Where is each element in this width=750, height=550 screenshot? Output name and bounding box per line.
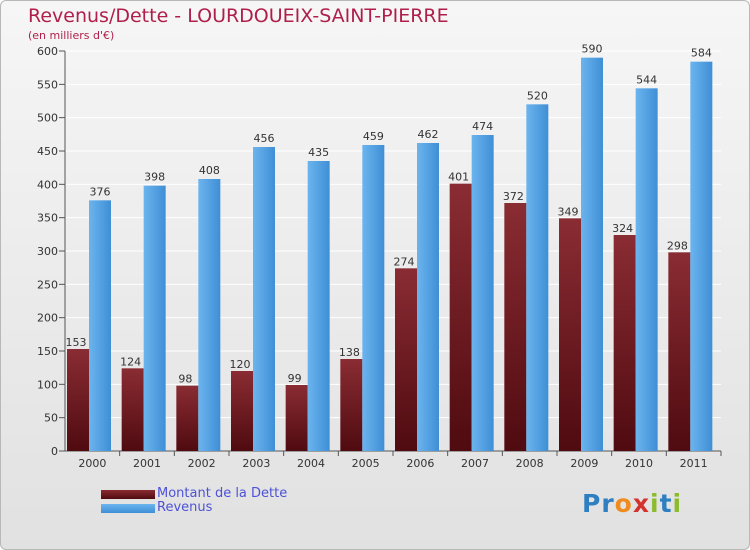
logo-letter: i	[672, 489, 683, 518]
data-label-dette: 349	[558, 205, 579, 218]
data-label-dette: 401	[448, 171, 469, 184]
bar-revenus	[253, 147, 275, 451]
bar-dette	[176, 385, 199, 451]
legend-label-revenus: Revenus	[157, 500, 213, 515]
data-label-revenus: 520	[527, 89, 548, 102]
data-label-dette: 372	[503, 190, 524, 203]
logo-letter: o	[614, 489, 633, 518]
data-label-dette: 324	[612, 222, 633, 235]
bar-revenus	[526, 104, 549, 451]
bars	[67, 57, 713, 452]
bar-revenus	[198, 179, 221, 451]
bar-revenus	[143, 185, 166, 451]
chart-subtitle: (en milliers d'€)	[28, 29, 115, 42]
x-tick-label: 2004	[297, 457, 325, 470]
x-tick-label: 2007	[461, 457, 489, 470]
logo-letter: t	[659, 489, 673, 518]
data-label-revenus: 462	[418, 128, 439, 141]
data-label-revenus: 376	[90, 185, 111, 198]
y-tick-label: 350	[37, 212, 58, 225]
legend-label-dette: Montant de la Dette	[157, 486, 288, 501]
data-label-dette: 99	[288, 372, 302, 385]
data-label-revenus: 398	[144, 171, 165, 184]
data-label-revenus: 459	[363, 130, 384, 143]
logo-letter: i	[650, 489, 660, 518]
x-tick-label: 2010	[625, 457, 653, 470]
data-label-dette: 298	[667, 239, 688, 252]
bar-revenus	[307, 161, 330, 451]
x-tick-label: 2006	[406, 457, 434, 470]
x-tick-label: 2000	[78, 457, 106, 470]
proxiti-logo: Proxiti	[582, 489, 682, 518]
bar-dette	[559, 218, 581, 451]
data-label-revenus: 590	[582, 43, 603, 56]
data-label-revenus: 544	[636, 73, 657, 86]
bar-revenus	[362, 145, 385, 451]
x-tick-label: 2002	[188, 457, 216, 470]
data-label-dette: 98	[178, 373, 192, 386]
y-tick-label: 400	[37, 178, 58, 191]
y-tick-label: 450	[37, 145, 58, 158]
data-label-dette: 274	[394, 255, 415, 268]
data-label-dette: 153	[66, 336, 87, 349]
bar-dette	[67, 349, 89, 451]
bar-dette	[449, 183, 472, 451]
bar-dette	[121, 368, 144, 451]
logo-letter: r	[601, 489, 615, 518]
data-labels: 153 376 124 398 98 408 120 456 99 435 138 459 274 462…	[66, 43, 712, 386]
bar-revenus	[89, 200, 111, 451]
y-tick-label: 50	[44, 412, 58, 425]
bar-dette	[395, 268, 417, 451]
y-tick-label: 600	[37, 45, 58, 58]
data-label-revenus: 584	[691, 47, 712, 60]
y-tick-label: 300	[37, 245, 58, 258]
bar-dette	[504, 203, 527, 451]
bar-revenus	[690, 61, 713, 452]
bar-dette	[231, 371, 253, 451]
grid-lines	[65, 50, 721, 452]
logo-letter: P	[582, 489, 602, 518]
bar-dette	[285, 385, 308, 451]
x-tick-label: 2008	[516, 457, 544, 470]
bar-revenus	[581, 57, 603, 452]
bar-dette	[668, 252, 691, 451]
data-label-dette: 124	[120, 355, 141, 368]
chart-title: Revenus/Dette - LOURDOUEIX-SAINT-PIERRE	[28, 5, 449, 27]
data-label-revenus: 435	[308, 146, 329, 159]
x-tick-label: 2009	[570, 457, 598, 470]
bar-dette	[340, 359, 363, 451]
y-tick-label: 0	[51, 445, 58, 458]
y-tick-label: 500	[37, 112, 58, 125]
data-label-dette: 138	[339, 346, 360, 359]
logo-letter: x	[632, 489, 650, 518]
x-tick-label: 2005	[352, 457, 380, 470]
x-tick-label: 2003	[242, 457, 270, 470]
y-tick-label: 150	[37, 345, 58, 358]
data-label-revenus: 474	[472, 120, 493, 133]
y-tick-label: 100	[37, 378, 58, 391]
y-tick-label: 250	[37, 278, 58, 291]
bar-dette	[613, 235, 636, 451]
y-tick-label: 200	[37, 312, 58, 325]
y-tick-label: 550	[37, 78, 58, 91]
bar-revenus	[471, 135, 494, 451]
x-tick-label: 2001	[133, 457, 161, 470]
data-label-revenus: 408	[199, 164, 220, 177]
data-label-revenus: 456	[254, 132, 275, 145]
axes: 0 50 100 150 200 250 300 350 400 450 500 550 600 2000…	[37, 45, 722, 470]
data-label-dette: 120	[230, 358, 251, 371]
legend-swatch-revenus	[101, 504, 155, 513]
legend-swatch-dette	[101, 490, 155, 499]
x-tick-label: 2011	[680, 457, 708, 470]
bar-revenus	[417, 143, 439, 451]
bar-revenus	[635, 88, 658, 451]
